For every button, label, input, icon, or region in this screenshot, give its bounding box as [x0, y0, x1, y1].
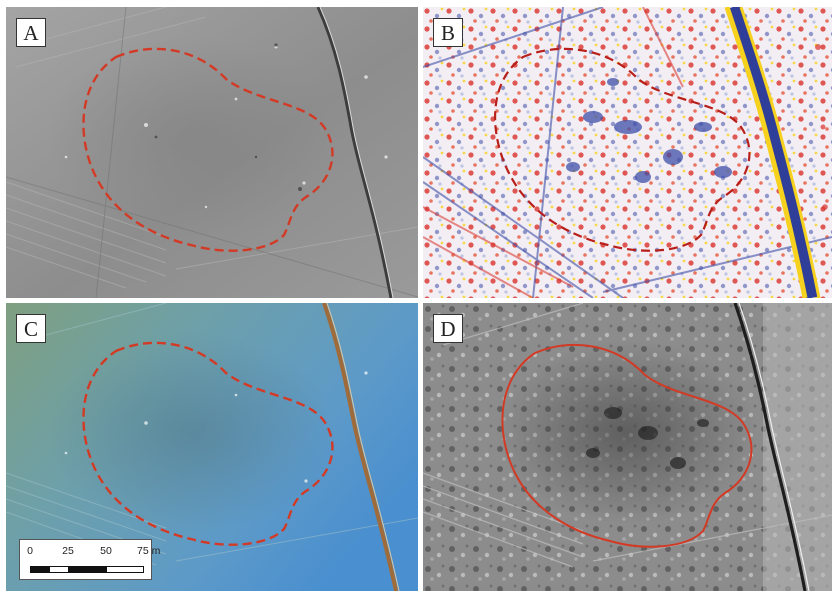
panel-d: D: [423, 303, 832, 591]
panel-b-image: [423, 7, 832, 298]
panel-b: B: [423, 7, 832, 298]
panel-label-c: C: [16, 314, 46, 343]
scale-segment: [68, 566, 107, 573]
scale-segment: [30, 566, 50, 573]
scale-tick-label: 25: [62, 545, 74, 557]
panel-label-b: B: [433, 18, 463, 47]
boundary-outline: [501, 343, 753, 548]
panel-d-image: [423, 303, 832, 591]
panel-a: A: [6, 7, 418, 298]
scale-segment: [106, 566, 144, 573]
panel-c: C 0 25 50 75 m: [6, 303, 418, 591]
scale-tick-label: 0: [27, 545, 33, 557]
boundary-outline: [82, 47, 334, 252]
scale-segment: [49, 566, 69, 573]
boundary-outline: [493, 47, 751, 252]
panel-label-d: D: [433, 314, 463, 343]
scale-tick-label: 75 m: [136, 545, 161, 557]
panel-label-a: A: [16, 18, 46, 47]
panel-a-image: [6, 7, 418, 298]
boundary-outline: [82, 341, 334, 546]
scale-tick-label: 50: [100, 545, 112, 557]
scale-bar: 0 25 50 75 m: [19, 539, 160, 580]
